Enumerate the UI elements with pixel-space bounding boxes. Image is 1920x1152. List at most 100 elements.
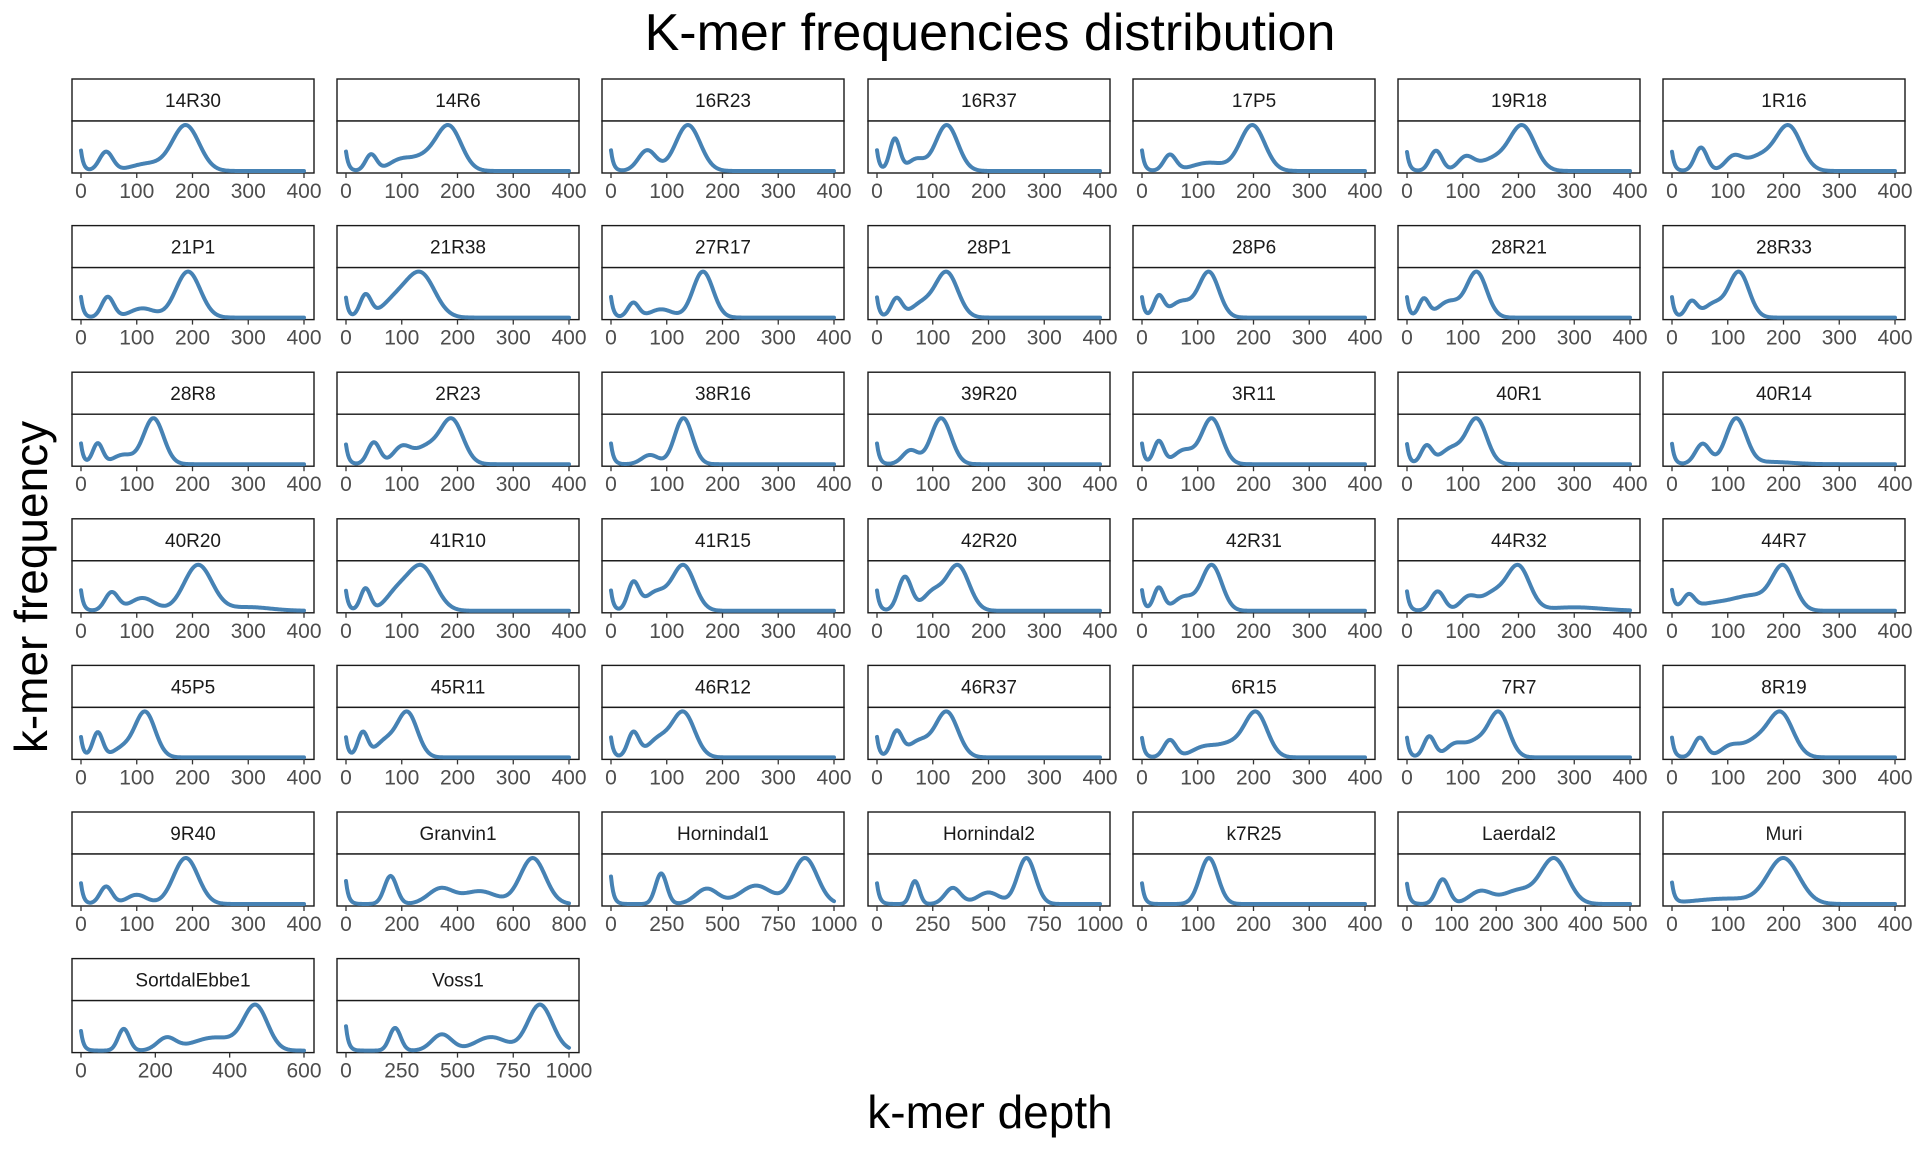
panel-title: 42R20 [961,531,1017,552]
x-tick-label: 300 [1822,913,1857,936]
panel-28R8: 28R8 0 100 200 300 400 [71,371,322,496]
x-tick-label: 200 [705,473,740,496]
x-tick-label: 400 [1082,473,1117,496]
panel-frame [1397,413,1641,467]
x-tick-label: 200 [1501,327,1536,350]
x-tick-label: 200 [1501,766,1536,789]
panel-frame [601,413,845,467]
panel-title: 40R1 [1496,384,1541,405]
series-line [1405,562,1632,613]
x-tick-label: 400 [1877,473,1912,496]
x-tick-label: 200 [384,913,419,936]
x-tick-label: 100 [1710,620,1745,643]
x-axis: 0 100 200 300 400 [1666,612,1913,643]
x-tick-label: 400 [816,620,851,643]
panel-title: 21R38 [430,238,486,259]
x-tick-label: 300 [761,180,796,203]
x-tick-label: 0 [1136,913,1148,936]
x-tick-label: 300 [761,473,796,496]
x-tick-label: 400 [286,620,321,643]
x-tick-label: 100 [1710,913,1745,936]
x-tick-label: 400 [1612,766,1647,789]
x-tick-label: 0 [871,913,883,936]
x-tick-label: 100 [1710,180,1745,203]
panel-title: 28R21 [1491,238,1547,259]
panel-title: 41R10 [430,531,486,552]
x-tick-label: 0 [1401,473,1413,496]
panel-strip [1662,518,1906,562]
x-tick-label: 400 [440,913,475,936]
x-axis: 0 250 500 750 1000 [340,1052,592,1083]
x-axis: 0 100 200 300 400 [605,612,852,643]
x-tick-label: 100 [119,913,154,936]
x-tick-label: 100 [1180,766,1215,789]
x-tick-label: 300 [496,180,531,203]
panel-title: 45P5 [171,677,215,698]
series-line [344,269,571,320]
x-tick-label: 300 [1557,180,1592,203]
panel-9R40: 9R40 0 100 200 300 400 [71,811,322,936]
x-tick-label: 200 [971,766,1006,789]
panel-strip [71,957,315,1002]
x-axis: 0 100 200 300 400 [1666,319,1913,350]
x-tick-label: 500 [705,913,740,936]
x-tick-label: 100 [1710,766,1745,789]
panel-strip [1132,78,1376,122]
panel-46R12: 46R12 0 100 200 300 400 [601,664,852,789]
panel-title: 28R33 [1756,238,1812,259]
x-axis: 0 100 200 300 400 [1666,906,1913,936]
x-axis: 0 100 200 300 400 [340,759,587,789]
x-axis: 0 250 500 750 1000 [605,906,857,936]
panel-frame [1397,266,1641,321]
series-line [609,123,836,173]
panel-7R7: 7R7 0 100 200 300 400 [1397,664,1648,789]
x-tick-label: 300 [231,620,266,643]
panel-frame [601,706,845,761]
x-tick-label: 400 [551,473,586,496]
x-tick-label: 200 [138,1060,173,1083]
x-tick-label: 200 [175,766,210,789]
series-line [875,709,1102,760]
x-axis: 0 100 200 300 400 [1136,319,1383,350]
x-tick-label: 300 [1292,473,1327,496]
x-axis: 0 100 200 300 400 [1666,759,1913,789]
x-tick-label: 100 [915,180,950,203]
panel-strip [71,78,315,122]
x-tick-label: 0 [1136,620,1148,643]
x-tick-label: 0 [340,620,352,643]
x-tick-label: 200 [1236,473,1271,496]
panel-frame [1662,853,1906,907]
x-tick-label: 0 [605,766,617,789]
x-axis: 0 100 200 300 400 [871,759,1118,789]
x-tick-label: 200 [1501,620,1536,643]
panel-17P5: 17P5 0 100 200 300 400 [1132,78,1383,203]
x-axis: 0 100 200 300 400 [1401,612,1648,643]
x-axis: 0 250 500 750 1000 [871,906,1123,936]
x-tick-label: 400 [212,1060,247,1083]
x-tick-label: 750 [1027,913,1062,936]
x-tick-label: 0 [871,473,883,496]
panel-Hornindal2: Hornindal2 0 250 500 750 1000 [867,811,1123,936]
x-tick-label: 100 [119,327,154,350]
x-tick-label: 400 [1612,473,1647,496]
panel-strip [71,664,315,709]
x-tick-label: 300 [1027,473,1062,496]
x-tick-label: 100 [384,766,419,789]
x-tick-label: 300 [1027,766,1062,789]
x-tick-label: 100 [1180,473,1215,496]
panel-28P1: 28P1 0 100 200 300 400 [867,224,1118,350]
series-line [1670,123,1897,173]
panel-41R15: 41R15 0 100 200 300 400 [601,518,852,643]
series-line [1405,269,1632,320]
x-axis: 0 100 200 300 400 [340,612,587,643]
x-tick-label: 200 [440,766,475,789]
x-tick-label: 300 [1523,913,1558,936]
x-tick-label: 0 [75,766,87,789]
series-line [609,856,836,906]
panel-title: 44R7 [1761,531,1806,552]
x-tick-label: 100 [649,327,684,350]
x-tick-label: 0 [1401,766,1413,789]
x-tick-label: 0 [1666,327,1678,350]
x-tick-label: 400 [1347,473,1382,496]
series-line [1405,709,1632,760]
